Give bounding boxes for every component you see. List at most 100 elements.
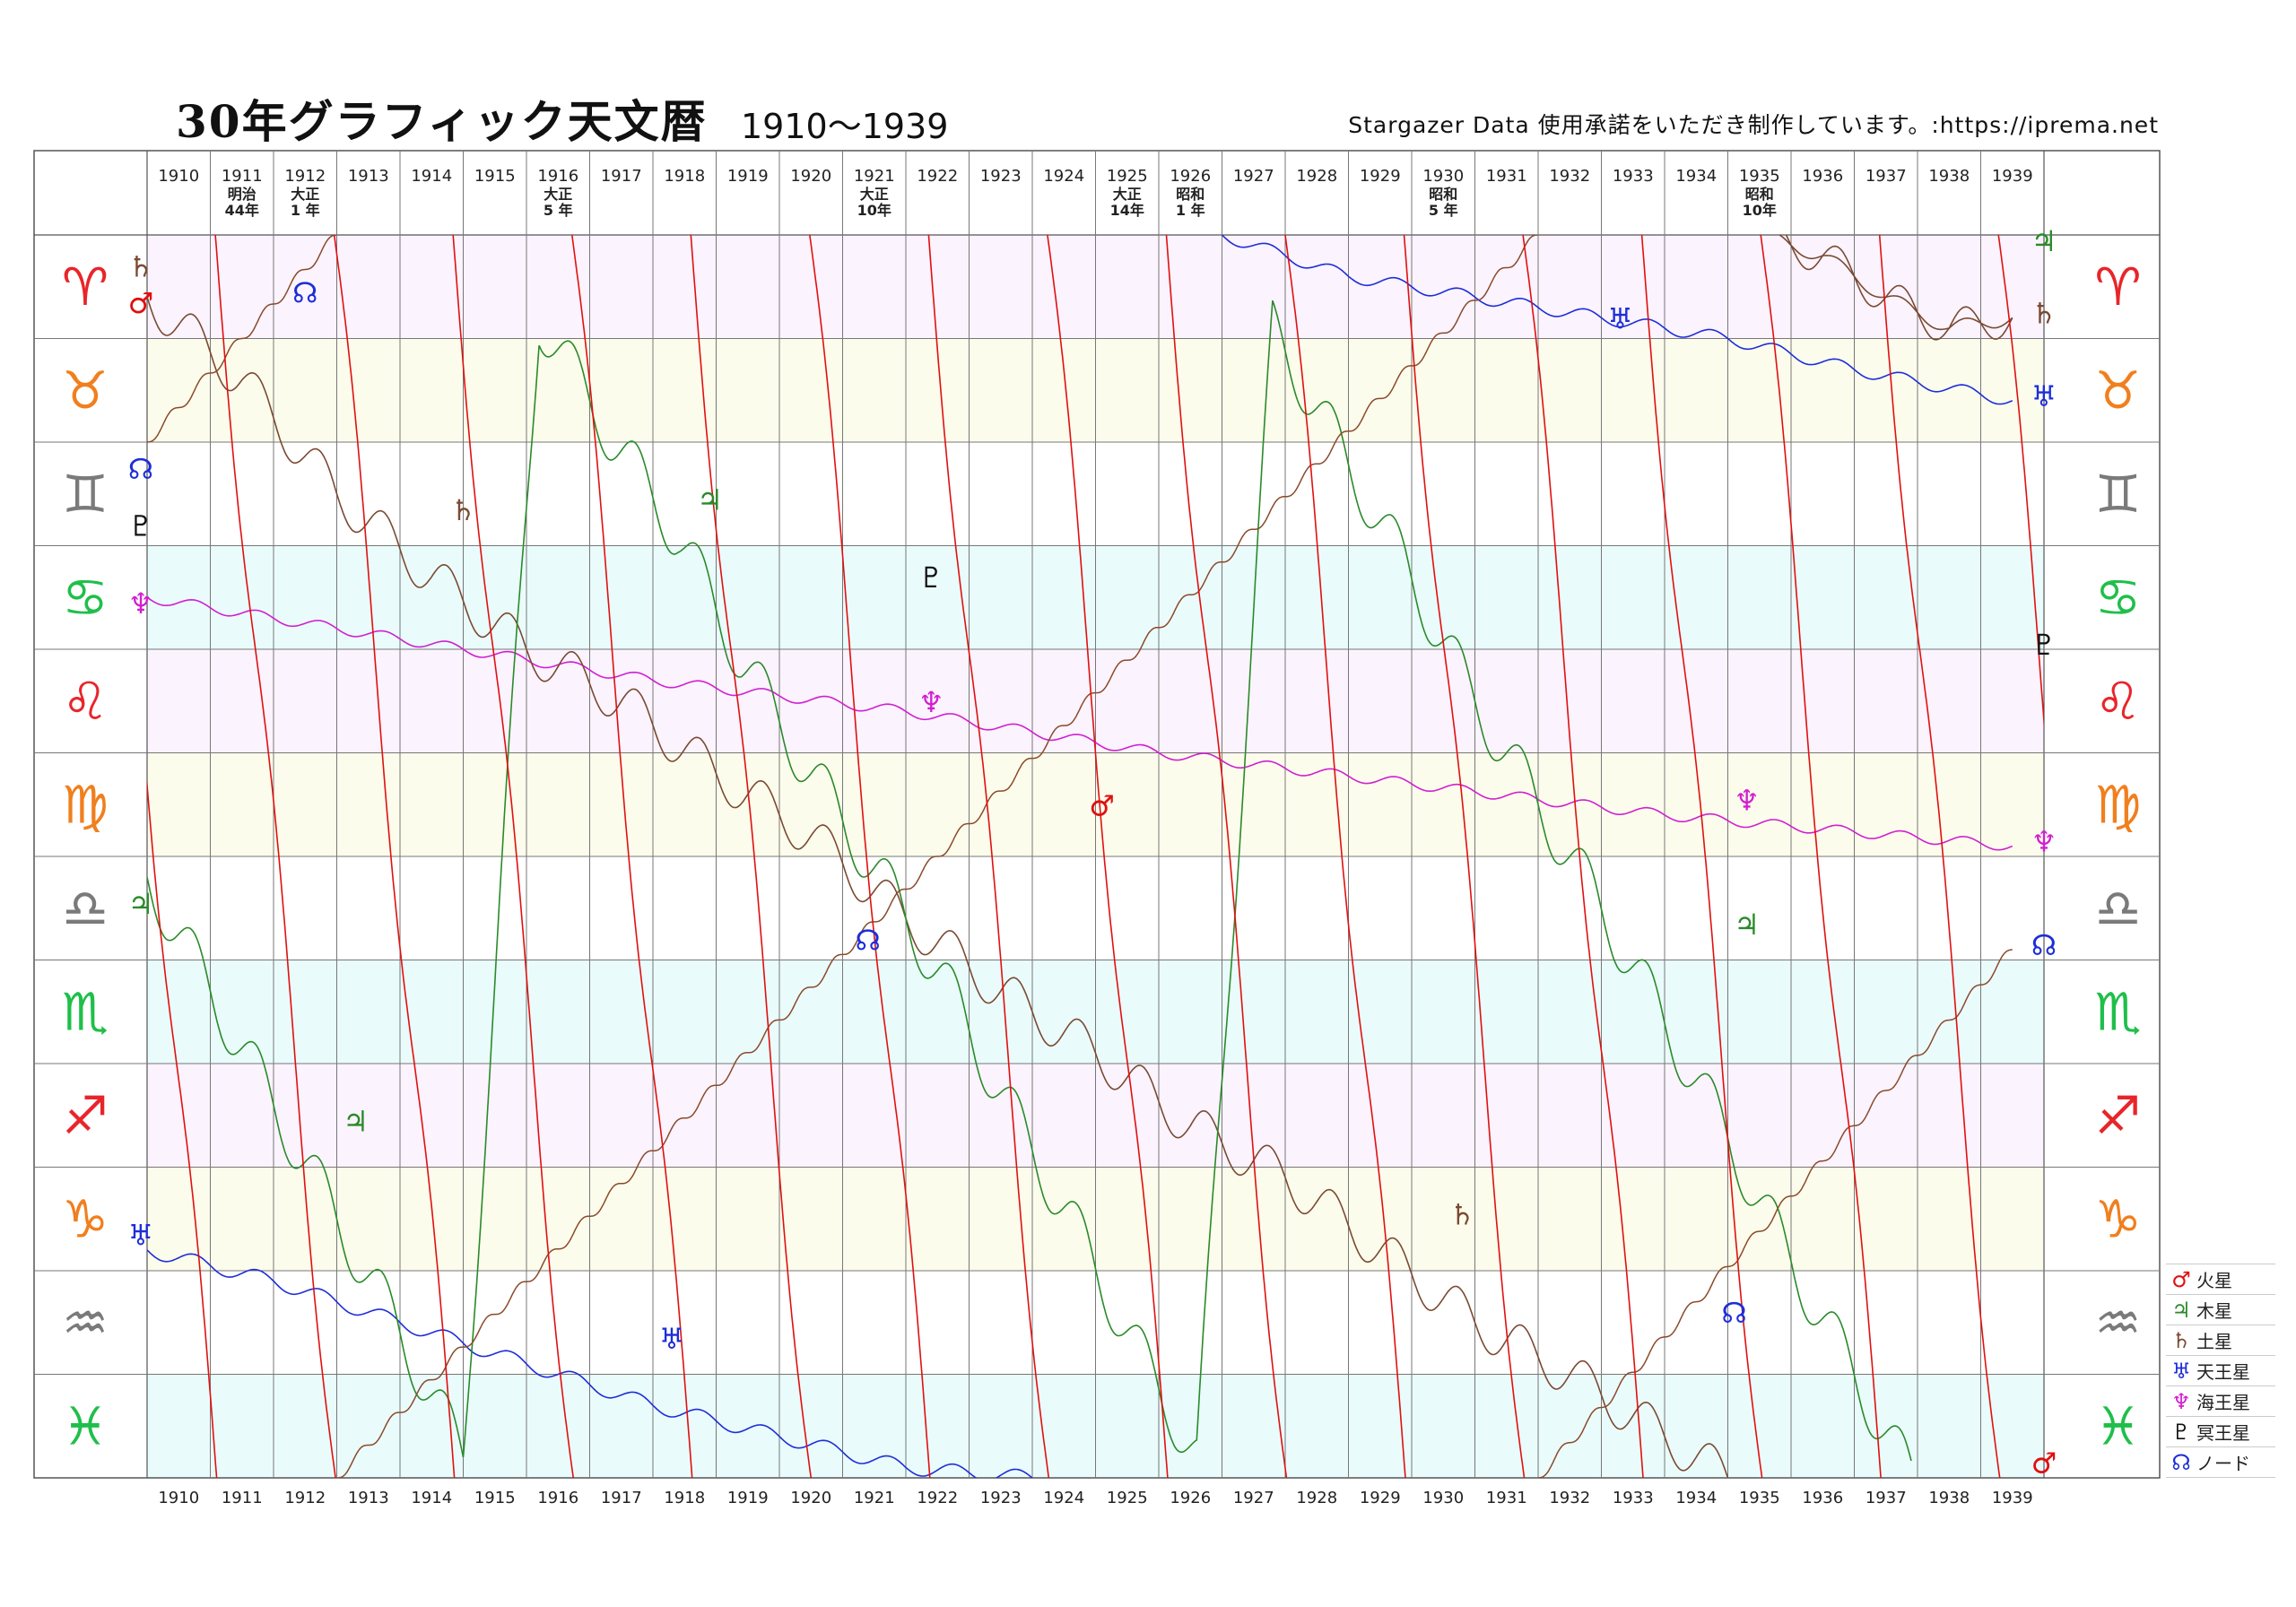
year-label-bottom: 1915: [474, 1489, 516, 1507]
legend-label: ノード: [2196, 1453, 2250, 1474]
year-label-top: 1915: [474, 167, 516, 186]
planet-marker: ☊: [1721, 1296, 1746, 1330]
year-label-bottom: 1930: [1422, 1489, 1464, 1507]
legend-item-mars: ♂ 火星: [2166, 1264, 2275, 1295]
page-title: 30年グラフィック天文暦: [176, 95, 708, 148]
series-line-mars: [809, 235, 931, 1478]
year-label-top: 1913: [348, 167, 389, 186]
era-label: 昭和: [1176, 186, 1205, 203]
year-label-top: 1932: [1549, 167, 1590, 186]
era-label: 明治: [228, 186, 257, 203]
year-label-bottom: 1929: [1360, 1489, 1401, 1507]
year-label-top: 1916: [537, 167, 578, 186]
legend-item-neptune: ♆ 海王星: [2166, 1386, 2275, 1417]
year-label-bottom: 1927: [1233, 1489, 1274, 1507]
year-label-top: 1938: [1928, 167, 1970, 186]
year-label-top: 1920: [790, 167, 831, 186]
series-line-mars: [571, 235, 693, 1478]
legend-label: 木星: [2196, 1300, 2232, 1322]
legend-item-saturn: ♄ 土星: [2166, 1325, 2275, 1356]
year-label-bottom: 1935: [1739, 1489, 1780, 1507]
era-label: 大正: [291, 186, 319, 203]
year-label-bottom: 1937: [1866, 1489, 1907, 1507]
pisces-icon: ♓: [62, 1395, 109, 1456]
year-label-top: 1926: [1170, 167, 1211, 186]
year-label-top: 1911: [222, 167, 263, 186]
year-label-bottom: 1921: [854, 1489, 895, 1507]
libra-icon: ♎: [2095, 878, 2142, 939]
year-label-top: 1918: [664, 167, 705, 186]
year-label-top: 1925: [1107, 167, 1148, 186]
year-label-bottom: 1938: [1928, 1489, 1970, 1507]
leo-icon: ♌: [62, 671, 109, 732]
legend-label: 天王星: [2196, 1361, 2250, 1383]
planet-marker: ♃: [697, 483, 723, 517]
sagittarius-icon: ♐: [2095, 1085, 2142, 1146]
aries-icon: ♈: [2095, 256, 2142, 317]
uranus-icon: ♅: [2171, 1358, 2191, 1384]
saturn-icon: ♄: [2171, 1327, 2191, 1353]
series-line-mars: [1760, 235, 1882, 1478]
year-label-top: 1939: [1992, 167, 2033, 186]
year-label-top: 1910: [158, 167, 199, 186]
legend-item-jupiter: ♃ 木星: [2166, 1295, 2275, 1325]
leo-icon: ♌: [2095, 671, 2142, 732]
era-label: 1 年: [291, 202, 320, 219]
taurus-icon: ♉: [2095, 360, 2142, 421]
planet-marker: ♅: [1607, 301, 1633, 335]
year-label-top: 1922: [917, 167, 958, 186]
gemini-icon: ♊: [2095, 464, 2142, 525]
planet-marker: ♆: [2031, 825, 2057, 859]
year-label-bottom: 1931: [1486, 1489, 1527, 1507]
virgo-icon: ♍: [62, 774, 109, 835]
year-label-bottom: 1926: [1170, 1489, 1211, 1507]
era-label: 14年: [1110, 202, 1144, 219]
series-line-mars: [452, 235, 574, 1478]
era-label: 大正: [544, 186, 572, 203]
jupiter-icon: ♃: [2171, 1297, 2191, 1323]
capricorn-icon: ♑: [2095, 1188, 2142, 1249]
series-line-mars: [1522, 235, 1644, 1478]
planet-marker: ♅: [659, 1322, 685, 1356]
planet-marker: ♄: [128, 250, 154, 284]
legend-label: 火星: [2196, 1270, 2232, 1291]
year-label-top: 1928: [1296, 167, 1337, 186]
era-label: 5 年: [1429, 202, 1458, 219]
aquarius-icon: ♒: [62, 1292, 109, 1353]
year-label-top: 1914: [411, 167, 452, 186]
legend-item-pluto: ♇ 冥王星: [2166, 1417, 2275, 1447]
taurus-icon: ♉: [62, 360, 109, 421]
year-label-top: 1930: [1422, 167, 1464, 186]
year-label-bottom: 1939: [1992, 1489, 2033, 1507]
series-line-mars: [333, 235, 456, 1478]
legend-label: 海王星: [2196, 1392, 2250, 1413]
year-label-top: 1936: [1802, 167, 1843, 186]
year-label-top: 1924: [1043, 167, 1084, 186]
year-label-top: 1931: [1486, 167, 1527, 186]
year-label-bottom: 1932: [1549, 1489, 1590, 1507]
series-line-uranus: [147, 1249, 1033, 1478]
series-line-jupiter: [147, 300, 1912, 1462]
series-line-mars: [1047, 235, 1169, 1478]
legend: ♂ 火星 ♃ 木星 ♄ 土星 ♅ 天王星 ♆ 海王星 ♇ 冥王星 ☊ ノード: [2166, 1264, 2275, 1478]
year-label-top: 1917: [601, 167, 642, 186]
planet-marker: ♇: [918, 560, 944, 595]
year-label-bottom: 1916: [537, 1489, 578, 1507]
planet-marker: ♂: [1089, 788, 1115, 822]
planet-marker: ♃: [1734, 908, 1760, 942]
year-label-top: 1937: [1866, 167, 1907, 186]
year-label-top: 1933: [1613, 167, 1654, 186]
year-label-bottom: 1918: [664, 1489, 705, 1507]
planet-marker: ♇: [128, 508, 154, 543]
series-line-node: [1537, 949, 2013, 1478]
year-label-top: 1935: [1739, 167, 1780, 186]
series-line-mars: [214, 235, 336, 1478]
planet-marker: ☊: [2031, 928, 2057, 962]
planet-marker: ♂: [128, 286, 154, 320]
year-label-bottom: 1924: [1043, 1489, 1084, 1507]
year-label-top: 1923: [980, 167, 1022, 186]
year-label-top: 1921: [854, 167, 895, 186]
series-line-mars: [1403, 235, 1526, 1478]
year-label-bottom: 1912: [284, 1489, 326, 1507]
